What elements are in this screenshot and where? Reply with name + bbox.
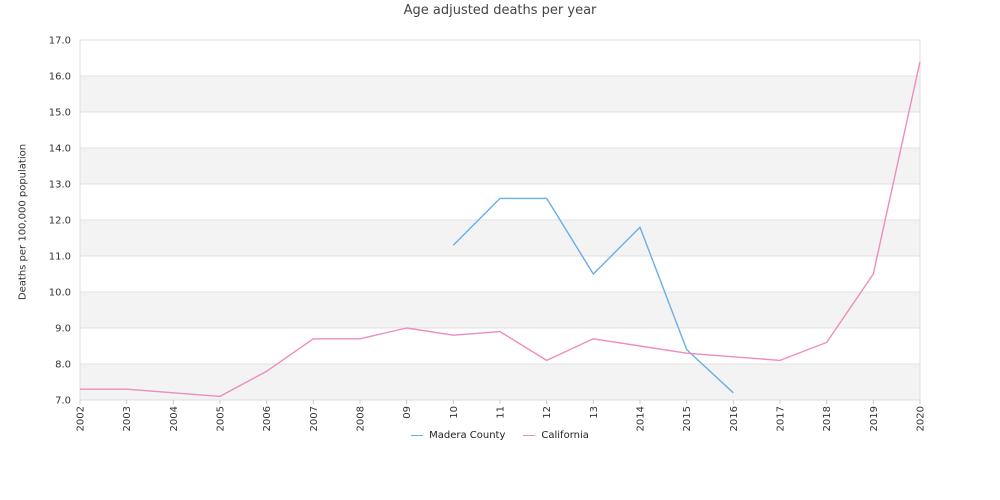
y-tick-label: 15.0 bbox=[49, 108, 71, 119]
x-tick-label: 2017 bbox=[776, 406, 787, 431]
x-tick-label: 2015 bbox=[682, 406, 693, 431]
y-tick-label: 17.0 bbox=[49, 36, 71, 47]
chart-title: Age adjusted deaths per year bbox=[403, 3, 597, 18]
grid-band bbox=[80, 328, 920, 364]
y-tick-label: 13.0 bbox=[49, 180, 71, 191]
x-tick-label: 2003 bbox=[122, 406, 133, 431]
y-tick-label: 11.0 bbox=[49, 252, 71, 263]
legend-item-madera[interactable]: Madera County bbox=[411, 430, 505, 441]
y-tick-label: 9.0 bbox=[55, 324, 71, 335]
x-tick-label: 2018 bbox=[822, 406, 833, 431]
x-tick-label: 2016 bbox=[729, 406, 740, 431]
legend-swatch-california bbox=[523, 435, 536, 436]
x-tick-label: 2008 bbox=[356, 406, 367, 431]
x-tick-label: 2006 bbox=[262, 406, 273, 431]
legend: Madera County California bbox=[0, 430, 1000, 441]
grid-band bbox=[80, 40, 920, 76]
y-tick-label: 7.0 bbox=[55, 396, 71, 407]
x-tick-label: 11 bbox=[496, 406, 507, 419]
legend-label-madera: Madera County bbox=[429, 430, 506, 441]
x-tick-label: 2002 bbox=[76, 406, 87, 431]
grid-band bbox=[80, 292, 920, 328]
y-tick-label: 10.0 bbox=[49, 288, 71, 299]
x-tick-label: 12 bbox=[542, 406, 553, 419]
series-line-madera-county bbox=[452, 197, 734, 394]
x-tick-label: 2019 bbox=[869, 406, 880, 431]
y-tick-label: 14.0 bbox=[49, 144, 71, 155]
legend-item-california[interactable]: California bbox=[523, 430, 589, 441]
series-line-california bbox=[80, 61, 921, 398]
x-tick-label: 2005 bbox=[216, 406, 227, 431]
x-tick-label: 2007 bbox=[309, 406, 320, 431]
y-tick-label: 12.0 bbox=[49, 216, 71, 227]
legend-swatch-madera bbox=[411, 435, 424, 436]
grid-band bbox=[80, 220, 920, 256]
grid-band bbox=[80, 148, 920, 184]
legend-label-california: California bbox=[541, 430, 589, 441]
x-tick-label: 13 bbox=[589, 406, 600, 419]
x-tick-label: 2020 bbox=[916, 406, 927, 431]
x-tick-label: 2014 bbox=[636, 406, 647, 431]
x-tick-label: 2004 bbox=[169, 406, 180, 431]
grid-band bbox=[80, 112, 920, 148]
grid-band bbox=[80, 76, 920, 112]
y-tick-label: 8.0 bbox=[55, 360, 71, 371]
grid-band bbox=[80, 184, 920, 220]
grid-band bbox=[80, 364, 920, 400]
x-tick-label: 10 bbox=[449, 406, 460, 419]
grid-band bbox=[80, 256, 920, 292]
y-tick-label: 16.0 bbox=[49, 72, 71, 83]
x-tick-label: 09 bbox=[402, 406, 413, 419]
